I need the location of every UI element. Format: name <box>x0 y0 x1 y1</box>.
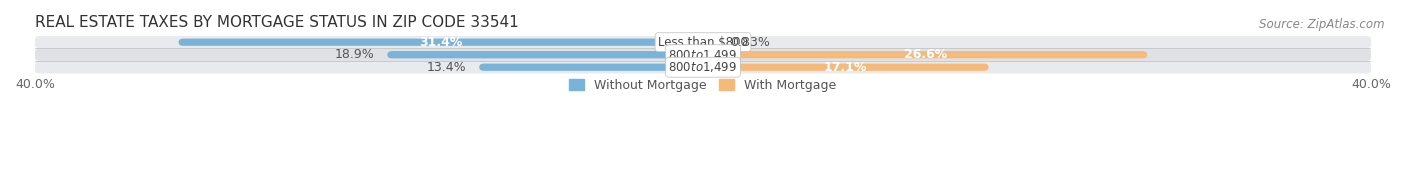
FancyBboxPatch shape <box>35 36 1371 48</box>
Text: 0.83%: 0.83% <box>730 36 770 49</box>
FancyBboxPatch shape <box>35 48 1371 61</box>
FancyBboxPatch shape <box>387 51 703 58</box>
Text: 26.6%: 26.6% <box>904 48 946 61</box>
Text: 17.1%: 17.1% <box>824 61 868 74</box>
FancyBboxPatch shape <box>35 61 1371 74</box>
Text: 13.4%: 13.4% <box>426 61 465 74</box>
Text: REAL ESTATE TAXES BY MORTGAGE STATUS IN ZIP CODE 33541: REAL ESTATE TAXES BY MORTGAGE STATUS IN … <box>35 15 519 30</box>
Text: 31.4%: 31.4% <box>419 36 463 49</box>
FancyBboxPatch shape <box>703 64 988 71</box>
Text: Less than $800: Less than $800 <box>658 36 748 49</box>
Text: 18.9%: 18.9% <box>335 48 374 61</box>
FancyBboxPatch shape <box>703 39 717 46</box>
FancyBboxPatch shape <box>479 64 703 71</box>
Text: $800 to $1,499: $800 to $1,499 <box>668 48 738 62</box>
FancyBboxPatch shape <box>179 39 703 46</box>
FancyBboxPatch shape <box>703 51 1147 58</box>
Text: Source: ZipAtlas.com: Source: ZipAtlas.com <box>1260 18 1385 31</box>
Legend: Without Mortgage, With Mortgage: Without Mortgage, With Mortgage <box>569 79 837 92</box>
Text: $800 to $1,499: $800 to $1,499 <box>668 60 738 74</box>
